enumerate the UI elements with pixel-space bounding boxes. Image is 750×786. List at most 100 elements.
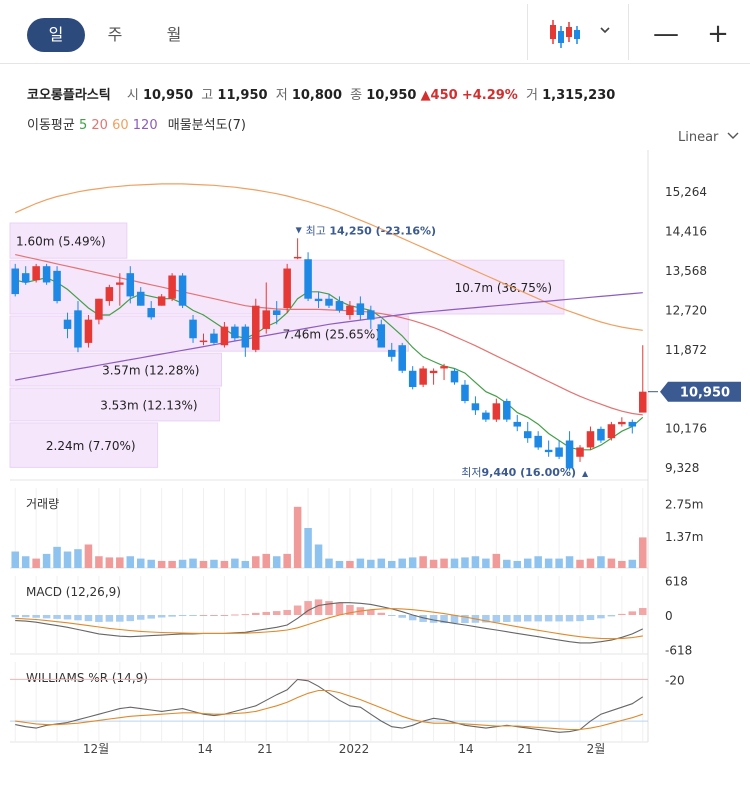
candle-body	[398, 345, 406, 371]
macd-histogram-bar	[262, 611, 271, 615]
y-tick-label: 11,872	[665, 343, 707, 357]
volume-bar	[210, 559, 218, 568]
volume-profile-bar	[9, 222, 128, 259]
williams-%r-line	[15, 678, 644, 733]
candle-body	[607, 424, 616, 439]
volume-bar	[461, 557, 469, 568]
low-marker: ▲	[582, 469, 589, 478]
y-tick-label: 12,720	[665, 303, 707, 317]
ma60-line	[14, 183, 643, 331]
williams-title: WILLIAMS %R (14,9)	[26, 671, 148, 685]
volume-bar	[84, 544, 93, 568]
macd-macd-line	[15, 602, 644, 644]
candle-body	[639, 391, 647, 413]
volume-bar	[116, 557, 124, 568]
scale-selector[interactable]: Linear	[678, 130, 739, 145]
tab-week[interactable]: 주	[107, 25, 123, 44]
volume-bar	[523, 558, 532, 568]
x-tick-label: 14	[458, 742, 473, 756]
candle-body	[367, 310, 375, 320]
candle-body	[136, 291, 145, 306]
candle-body	[272, 310, 281, 315]
macd-histogram-bar	[335, 602, 344, 615]
top-toolbar: 일 주 월 — +	[0, 0, 750, 64]
macd-histogram-bar	[252, 612, 260, 615]
current-price-tag	[660, 381, 741, 402]
candle-body	[534, 435, 542, 448]
volume-bar	[471, 556, 480, 568]
candle-body	[503, 400, 511, 420]
volume-bar	[335, 560, 344, 568]
macd-histogram-bar	[429, 615, 438, 623]
candle-body	[471, 403, 480, 411]
candle-body	[618, 421, 626, 425]
volume-bar	[178, 559, 187, 568]
candle-body	[126, 273, 135, 297]
macd-histogram-bar	[398, 615, 406, 618]
zoom-out-button[interactable]: —	[653, 19, 679, 49]
candlestick-icon	[550, 20, 610, 48]
candle-body	[293, 256, 302, 259]
volume-bar	[231, 558, 239, 568]
volume-profile-bar	[9, 352, 222, 387]
candle-body	[576, 447, 584, 457]
open-value: 10,950	[142, 88, 194, 103]
volume-bar	[241, 560, 250, 568]
candle-body	[210, 333, 218, 343]
x-tick-label: 2022	[339, 742, 370, 756]
candle-body	[283, 268, 291, 309]
volume-bar	[157, 560, 166, 568]
tab-month[interactable]: 월	[166, 25, 182, 44]
candle-body	[555, 447, 563, 457]
candle-body	[220, 326, 229, 346]
candle-body	[105, 287, 114, 302]
macd-histogram-bar	[325, 601, 333, 615]
volume-bar	[513, 560, 522, 568]
candle-body	[440, 366, 448, 369]
macd-histogram-bar	[116, 615, 124, 622]
candle-body	[168, 275, 176, 299]
volume-bar	[32, 558, 40, 568]
tab-day[interactable]: 일	[27, 18, 85, 52]
zoom-in-button[interactable]: +	[707, 19, 729, 49]
macd-histogram-bar	[523, 615, 532, 622]
macd-histogram-bar	[576, 615, 584, 622]
volume-bar	[565, 556, 574, 568]
volume-bar	[492, 553, 501, 568]
macd-histogram-bar	[95, 615, 103, 622]
moving-average-legend[interactable]: 이동평균 5 20 60 120 매물분석도(7)	[27, 114, 246, 133]
macd-histogram-bar	[503, 615, 511, 622]
candle-body	[450, 370, 459, 383]
volume-bar	[586, 558, 595, 568]
macd-histogram-bar	[618, 613, 626, 615]
high-annotation: 최고 14,250 (-23.16%)	[306, 224, 436, 237]
volume-bar	[42, 553, 51, 568]
candle-body	[63, 319, 72, 329]
low-label: 저	[275, 88, 288, 103]
volume-bar	[482, 558, 490, 568]
volume-bar	[398, 558, 406, 568]
williams-signal-line	[15, 689, 643, 731]
volume-title: 거래량	[26, 497, 59, 511]
volume-bar	[74, 549, 82, 568]
macd-histogram-bar	[136, 615, 145, 620]
volume-bar	[440, 558, 448, 568]
volume-bar	[544, 558, 553, 568]
candle-body	[335, 301, 344, 311]
candle-body	[74, 310, 82, 348]
candle-body	[189, 319, 197, 339]
macd-histogram-bar	[168, 615, 176, 617]
volume-bar	[387, 560, 396, 568]
volume-bar	[283, 553, 291, 568]
candle-body	[513, 421, 522, 427]
chart-type-button[interactable]	[540, 14, 620, 54]
macd-histogram-bar	[314, 599, 323, 615]
candle-body	[199, 340, 208, 343]
volume-bar	[293, 506, 302, 568]
volume-bar	[618, 560, 626, 568]
macd-histogram-bar	[387, 615, 396, 616]
macd-tick-label: 618	[665, 575, 688, 589]
y-tick-label: 10,176	[665, 422, 707, 436]
y-tick-label: 15,264	[665, 185, 707, 199]
